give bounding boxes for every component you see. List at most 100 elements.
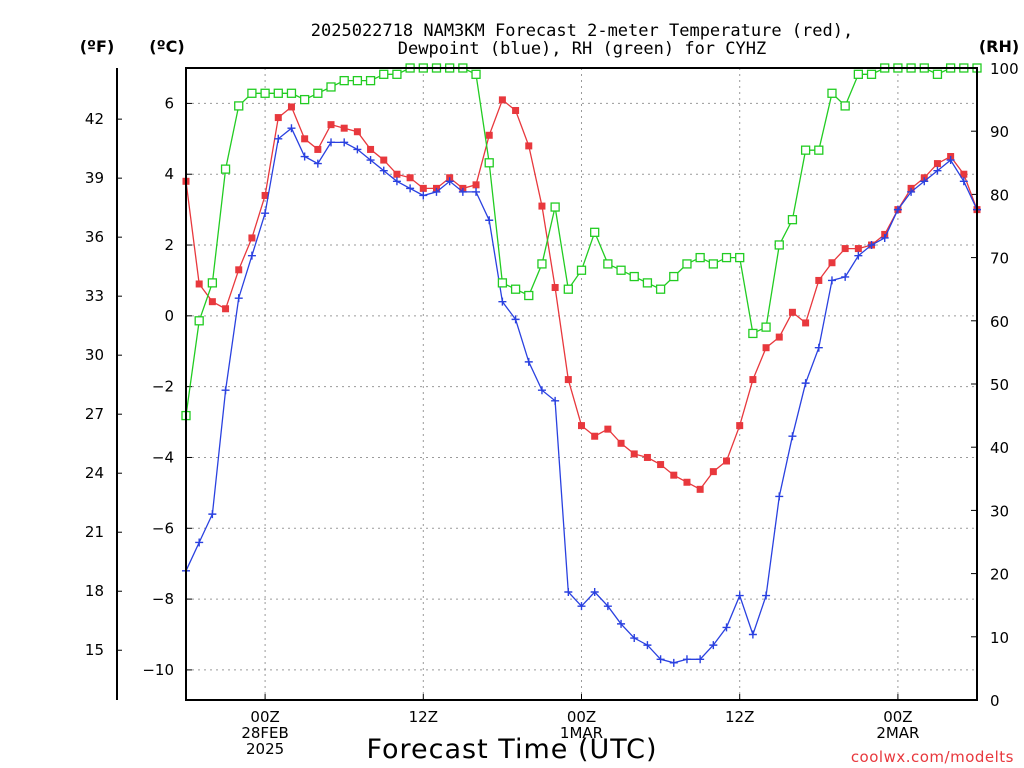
chart-title-line-2: Dewpoint (blue), RH (green) for CYHZ — [398, 39, 766, 59]
temperature-point — [406, 174, 414, 182]
fahrenheit-tick-label: 39 — [85, 169, 104, 187]
rh-point — [695, 252, 705, 263]
dewpoint-point — [907, 187, 916, 196]
rh-point — [220, 164, 231, 174]
dewpoint-point — [656, 655, 665, 664]
temperature-point — [235, 266, 243, 274]
dewpoint-point — [841, 272, 850, 281]
temperature-point — [683, 478, 691, 486]
dewpoint-point — [445, 177, 454, 186]
dewpoint-point — [933, 166, 942, 175]
rh-point — [484, 158, 494, 168]
temperature-point — [749, 376, 757, 384]
time-tick-label: 00Z — [250, 708, 279, 726]
rh-point — [207, 278, 218, 288]
fahrenheit-tick-label: 27 — [85, 405, 104, 423]
chart-title-line-1: 2025022718 NAM3KM Forecast 2-meter Tempe… — [311, 21, 853, 41]
dewpoint-point — [682, 655, 691, 664]
rh-point — [866, 69, 877, 79]
dewpoint-point — [195, 538, 204, 547]
temperature-point — [538, 202, 546, 210]
temperature-point — [222, 305, 230, 313]
rh-point — [510, 284, 521, 294]
dewpoint-point — [313, 159, 322, 168]
rh-point — [379, 69, 389, 79]
celsius-tick-label: 4 — [164, 165, 174, 183]
rh-point — [932, 69, 943, 79]
dewpoint-point — [827, 276, 836, 285]
rh-point — [260, 88, 270, 98]
dewpoint-point — [366, 156, 375, 165]
dewpoint-point — [630, 634, 639, 643]
dewpoint-point — [669, 658, 678, 667]
dewpoint-point — [287, 124, 296, 133]
dewpoint-point — [274, 134, 283, 143]
rh-point — [629, 271, 639, 282]
temperature-point — [696, 485, 704, 493]
rh-point — [392, 69, 402, 79]
temperature-point — [472, 181, 480, 189]
source-credit: coolwx.com/modelts — [851, 748, 1014, 766]
dewpoint-point — [775, 492, 784, 501]
fahrenheit-tick-label: 18 — [85, 582, 104, 600]
rh-point — [616, 265, 626, 275]
rh-point — [194, 316, 204, 326]
temperature-point — [380, 156, 388, 164]
temperature-point — [643, 453, 651, 461]
dewpoint-point — [590, 588, 599, 597]
temperature-point — [195, 280, 203, 288]
temperature-point — [762, 344, 770, 352]
fahrenheit-tick-label: 33 — [85, 287, 104, 305]
rh-point — [814, 145, 824, 155]
rh-tick-label: 20 — [990, 566, 1009, 584]
temperature-point — [419, 184, 427, 192]
time-tick-label: 2MAR — [876, 724, 919, 742]
dewpoint-point — [511, 315, 520, 324]
temperature-point — [802, 319, 810, 327]
temperature-point — [367, 145, 375, 153]
temperature-point — [512, 106, 520, 114]
celsius-tick-label: 2 — [164, 236, 174, 254]
dewpoint-point — [261, 209, 270, 218]
rh-tick-label: 30 — [990, 502, 1009, 520]
rh-tick-label: 60 — [990, 313, 1009, 331]
temperature-point — [854, 245, 862, 253]
rh-tick-label: 40 — [990, 439, 1009, 457]
temperature-point — [788, 308, 796, 316]
dewpoint-point — [735, 591, 744, 600]
time-tick-label: 12Z — [409, 708, 438, 726]
rh-point — [273, 88, 283, 98]
temperature-point — [287, 103, 295, 111]
dewpoint-point — [221, 386, 230, 395]
series-lines — [181, 63, 982, 667]
rh-point — [234, 101, 244, 111]
temperature-point — [327, 121, 335, 129]
temperature-point — [525, 142, 533, 150]
rh-point — [326, 82, 336, 92]
dewpoint-point — [379, 166, 388, 175]
rh-point — [497, 278, 508, 288]
temperature-point — [485, 131, 493, 139]
fahrenheit-tick-label: 36 — [85, 228, 104, 246]
fahrenheit-tick-label: 15 — [85, 641, 104, 659]
temperature-point — [736, 422, 744, 430]
rh-tick-label: 80 — [990, 186, 1009, 204]
rh-point — [682, 259, 692, 269]
rh-tick-label: 90 — [990, 123, 1009, 141]
dewpoint-point — [353, 145, 362, 154]
dewpoint-point — [867, 241, 876, 250]
temperature-point — [591, 432, 599, 440]
plot-frame — [185, 67, 978, 701]
dewpoint-point — [472, 187, 481, 196]
rh-point — [840, 101, 850, 111]
celsius-unit-label: (ºC) — [149, 37, 184, 56]
rh-point — [590, 227, 600, 237]
dewpoint-point — [485, 216, 494, 225]
dewpoint-point — [854, 251, 863, 260]
temperature-point — [815, 276, 823, 284]
celsius-tick-label: −10 — [142, 661, 174, 679]
fahrenheit-tick-label: 21 — [85, 523, 104, 541]
temperature-point — [670, 471, 678, 479]
dewpoint-point — [709, 641, 718, 650]
x-axis-title: Forecast Time (UTC) — [366, 734, 657, 765]
